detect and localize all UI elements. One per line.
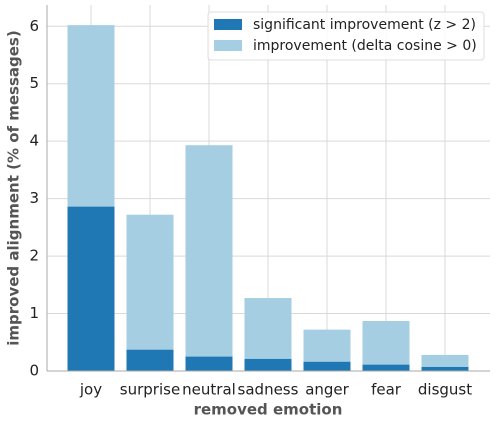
bar [185,356,233,371]
x-tick-label: surprise [120,381,180,399]
y-axis-label: improved alignment (% of messages) [5,30,23,345]
y-tick-label: 4 [29,132,39,150]
x-axis-label: removed emotion [194,401,343,419]
bar [244,298,292,371]
x-tick-label: neutral [182,381,236,399]
x-tick-label: joy [79,381,102,399]
grid [47,5,490,372]
x-tick-label: fear [371,381,402,399]
bar [362,321,410,371]
legend-swatch [214,40,242,51]
y-tick-label: 1 [29,304,39,322]
x-tick-label: anger [305,381,349,399]
bar [362,364,410,371]
x-tick-label: sadness [238,381,299,399]
bar [303,361,351,371]
y-tick-label: 3 [29,189,39,207]
y-tick-label: 0 [29,362,39,380]
legend-box [207,11,485,61]
legend-label: improvement (delta cosine > 0) [253,38,477,54]
bar [421,366,469,371]
bar [126,214,174,371]
bar [244,358,292,371]
legend-label: significant improvement (z > 2) [253,17,476,33]
y-tick-label: 2 [29,247,39,265]
x-tick-label: disgust [418,381,472,399]
bar [185,145,233,371]
legend-swatch [214,19,242,30]
bar [126,349,174,371]
y-tick-label: 5 [29,74,39,92]
y-tick-label: 6 [29,17,39,35]
bar [67,206,115,371]
